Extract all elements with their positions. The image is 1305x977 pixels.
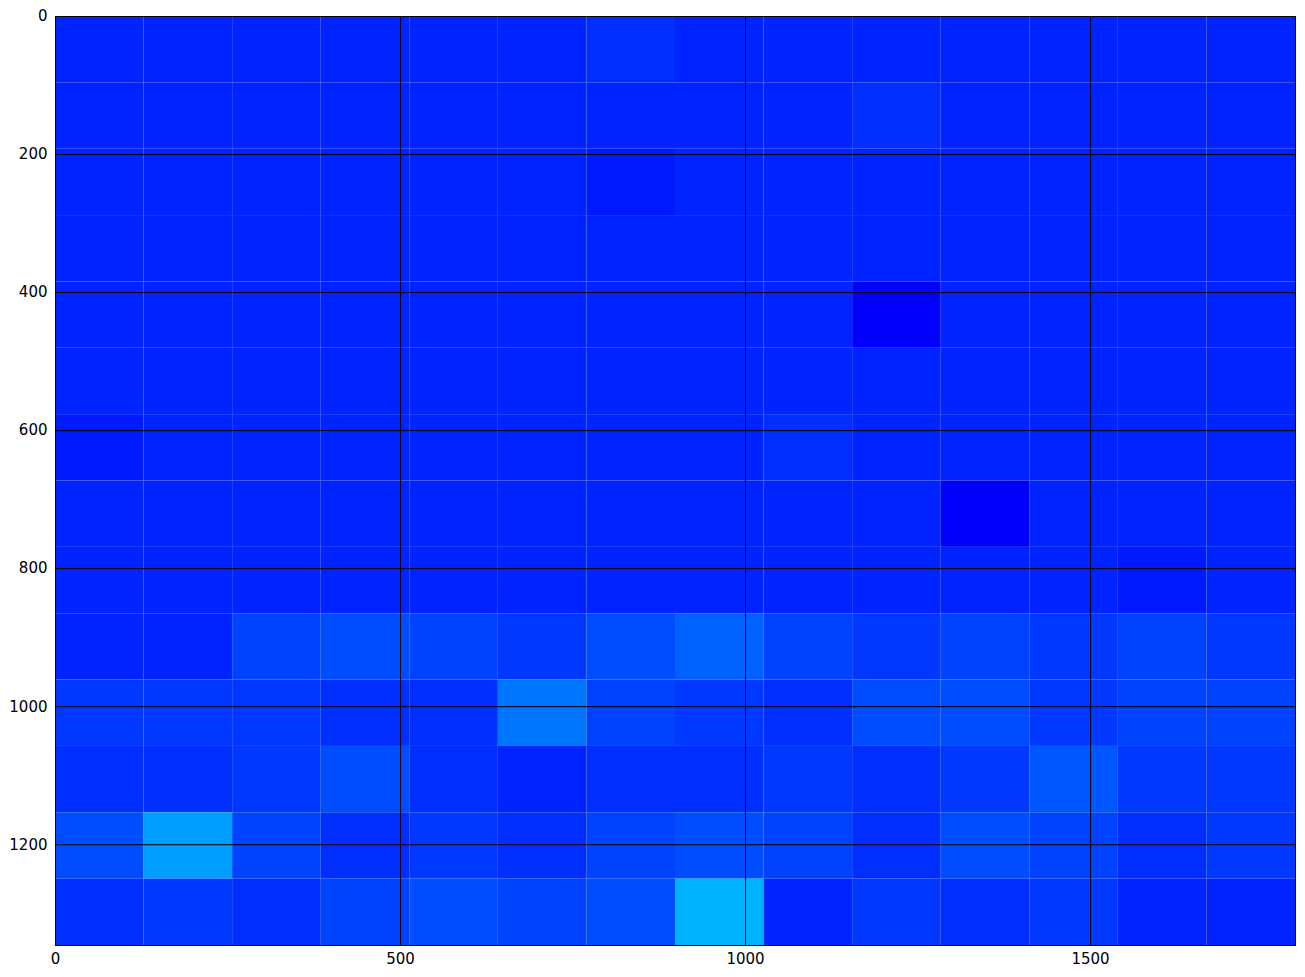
svg-text:1200: 1200: [9, 836, 47, 854]
svg-text:1000: 1000: [726, 950, 764, 968]
svg-text:0: 0: [38, 7, 48, 25]
svg-text:600: 600: [19, 421, 48, 439]
svg-text:0: 0: [51, 950, 61, 968]
svg-text:500: 500: [386, 950, 415, 968]
svg-text:1500: 1500: [1071, 950, 1109, 968]
svg-text:200: 200: [19, 145, 48, 163]
svg-text:400: 400: [19, 283, 48, 301]
svg-text:800: 800: [19, 559, 48, 577]
svg-text:1000: 1000: [9, 697, 47, 715]
